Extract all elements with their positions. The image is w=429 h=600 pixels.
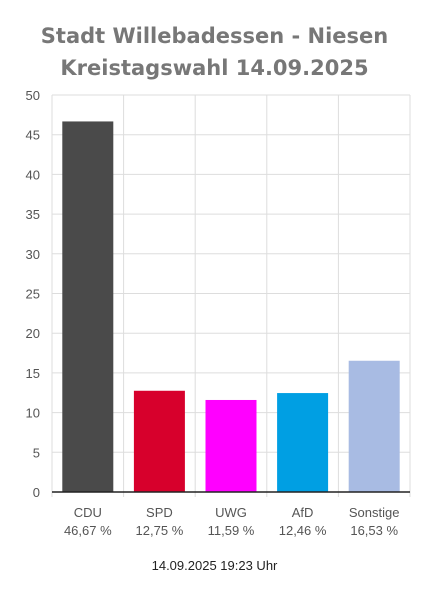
data-label: 16,53 % [350,523,398,538]
y-tick-label: 10 [26,406,40,421]
bar-uwg [205,399,257,492]
y-tick-label: 40 [26,167,40,182]
y-tick-label: 0 [33,485,40,500]
data-label: 46,67 % [64,523,112,538]
data-label: 12,75 % [136,523,184,538]
y-tick-label: 30 [26,247,40,262]
x-tick-label: AfD [292,505,314,520]
y-tick-label: 45 [26,128,40,143]
chart-title-line2: Kreistagswahl 14.09.2025 [60,56,369,80]
y-tick-label: 25 [26,287,40,302]
y-tick-label: 5 [33,445,40,460]
y-tick-label: 20 [26,326,40,341]
x-tick-label: SPD [146,505,173,520]
y-tick-label: 50 [26,88,40,103]
x-tick-label: UWG [215,505,247,520]
y-tick-label: 35 [26,207,40,222]
bar-cdu [62,121,114,493]
x-tick-label: CDU [74,505,102,520]
y-tick-label: 15 [26,366,40,381]
data-label: 11,59 % [208,523,255,538]
x-tick-label: Sonstige [349,505,400,520]
bar-spd [133,390,185,492]
bar-afd [277,393,329,492]
data-label: 12,46 % [279,523,327,538]
bar-sonstige [348,360,400,492]
timestamp: 14.09.2025 19:23 Uhr [151,558,278,573]
chart-title-line1: Stadt Willebadessen - Niesen [40,24,389,48]
